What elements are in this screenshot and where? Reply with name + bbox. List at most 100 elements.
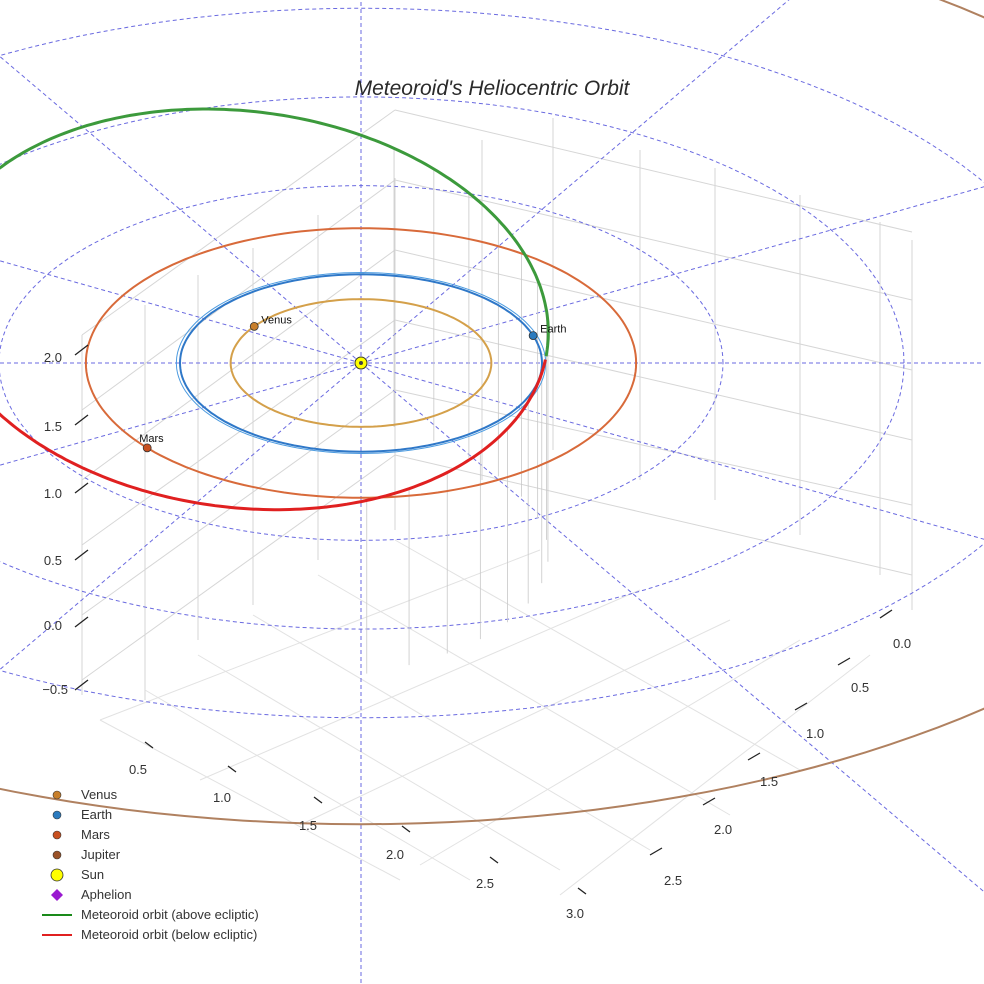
polar-spoke (360, 0, 790, 364)
box-horizontal-line (81, 249, 396, 481)
box-horizontal-line (394, 454, 913, 576)
planet-venus-label: Venus (261, 314, 292, 326)
x-tick-label: 2.0 (386, 847, 404, 862)
x-tick-mark (144, 741, 154, 749)
box-horizontal-line (394, 109, 913, 233)
z-tick-mark (74, 679, 89, 691)
box-horizontal-line (81, 109, 396, 336)
y-tick-mark (879, 609, 893, 619)
y-tick-label: 2.5 (664, 873, 682, 888)
y-tick-mark (649, 847, 663, 856)
box-horizontal-line (394, 389, 913, 506)
box-horizontal-line (81, 389, 396, 616)
legend-marker-earth (52, 810, 62, 820)
meteoroid-orbit-above (0, 107, 550, 357)
legend-label: Sun (81, 867, 104, 882)
polar-spoke (360, 362, 984, 540)
polar-spoke (360, 362, 984, 893)
sun-core (359, 361, 363, 365)
orbit-earth-outer (175, 271, 547, 455)
planet-earth-marker (528, 331, 538, 340)
legend-marker-jupiter (52, 850, 62, 860)
planet-mars-label: Mars (139, 433, 164, 445)
legend-label: Meteoroid orbit (below ecliptic) (81, 927, 257, 942)
planet-mars-marker (142, 443, 152, 453)
legend-marker-aphelion (51, 889, 63, 901)
orbit-mars (84, 227, 638, 499)
orbit-venus (229, 298, 493, 428)
polar-spoke (0, 260, 362, 364)
x-tick-mark (401, 825, 411, 833)
z-tick-label: 2.0 (44, 350, 62, 365)
z-tick-label: 1.0 (44, 486, 62, 501)
planet-earth-label: Earth (540, 324, 566, 336)
floor-grid-line (199, 589, 641, 781)
polar-spoke (360, 186, 984, 364)
floor-grid-line (394, 539, 801, 771)
floor-grid-line (559, 654, 871, 896)
box-horizontal-line (394, 319, 913, 441)
y-tick-mark (702, 797, 716, 806)
y-tick-label: 1.5 (760, 774, 778, 789)
y-tick-label: 2.0 (714, 822, 732, 837)
legend-label: Mars (81, 827, 110, 842)
floor-grid-line (419, 639, 801, 866)
legend-label: Venus (81, 787, 118, 802)
floor-grid-line (317, 574, 731, 816)
x-tick-label: 0.5 (129, 762, 147, 777)
z-tick-mark (74, 549, 89, 561)
y-tick-label: 1.0 (806, 726, 824, 741)
polar-spoke (0, 362, 362, 671)
orbit-jupiter (0, 0, 984, 826)
z-tick-mark (74, 616, 89, 628)
y-tick-mark (794, 702, 808, 711)
z-tick-mark (74, 414, 89, 426)
meteoroid-orbit (0, 107, 550, 512)
box-horizontal-line (394, 249, 913, 371)
x-tick-mark (227, 765, 237, 773)
z-tick-label: −0.5 (42, 682, 68, 697)
legend-label: Meteoroid orbit (above ecliptic) (81, 907, 259, 922)
z-tick-label: 0.5 (44, 553, 62, 568)
x-tick-label: 2.5 (476, 876, 494, 891)
axis-box (81, 109, 913, 896)
planet-orbits (0, 0, 984, 826)
x-tick-label: 3.0 (566, 906, 584, 921)
axis-ticks: 2.0 1.5 1.0 0.5 0.0 −0.5 0.0 0.5 1.0 1.5 2.0 2.5 0.5… (42, 344, 911, 921)
z-tick-label: 1.5 (44, 419, 62, 434)
x-tick-mark (313, 796, 323, 804)
box-horizontal-line (81, 454, 396, 681)
polar-ring (0, 7, 984, 719)
y-tick-mark (747, 752, 761, 761)
z-tick-label: 0.0 (44, 618, 62, 633)
orbit-earth (178, 273, 543, 453)
polar-ring (0, 96, 905, 630)
meteoroid-orbit-below (0, 359, 547, 512)
legend-label: Jupiter (81, 847, 121, 862)
planet-venus-marker (249, 321, 259, 331)
box-horizontal-line (394, 179, 913, 301)
floor-grid-line (197, 654, 561, 871)
legend-marker-mars (52, 830, 62, 840)
x-tick-label: 1.0 (213, 790, 231, 805)
z-tick-mark (74, 344, 89, 356)
polar-spoke (0, 55, 362, 364)
box-horizontal-line (81, 319, 396, 546)
legend-marker-venus (52, 790, 62, 800)
y-tick-label: 0.5 (851, 680, 869, 695)
y-tick-mark (837, 657, 851, 666)
legend-marker-sun (50, 868, 64, 882)
polar-spoke (0, 362, 362, 466)
legend-label: Aphelion (81, 887, 132, 902)
y-tick-label: 0.0 (893, 636, 911, 651)
floor-grid-line (99, 549, 541, 721)
chart-title: Meteoroid's Heliocentric Orbit (355, 77, 631, 100)
z-tick-mark (74, 482, 89, 494)
floor-grid-line (99, 719, 401, 881)
floor-grid-line (299, 619, 731, 826)
x-tick-mark (489, 856, 499, 864)
x-tick-mark (577, 887, 587, 895)
legend: Venus Earth Mars Jupiter Sun Aphelion Meteoroi… (42, 787, 259, 942)
